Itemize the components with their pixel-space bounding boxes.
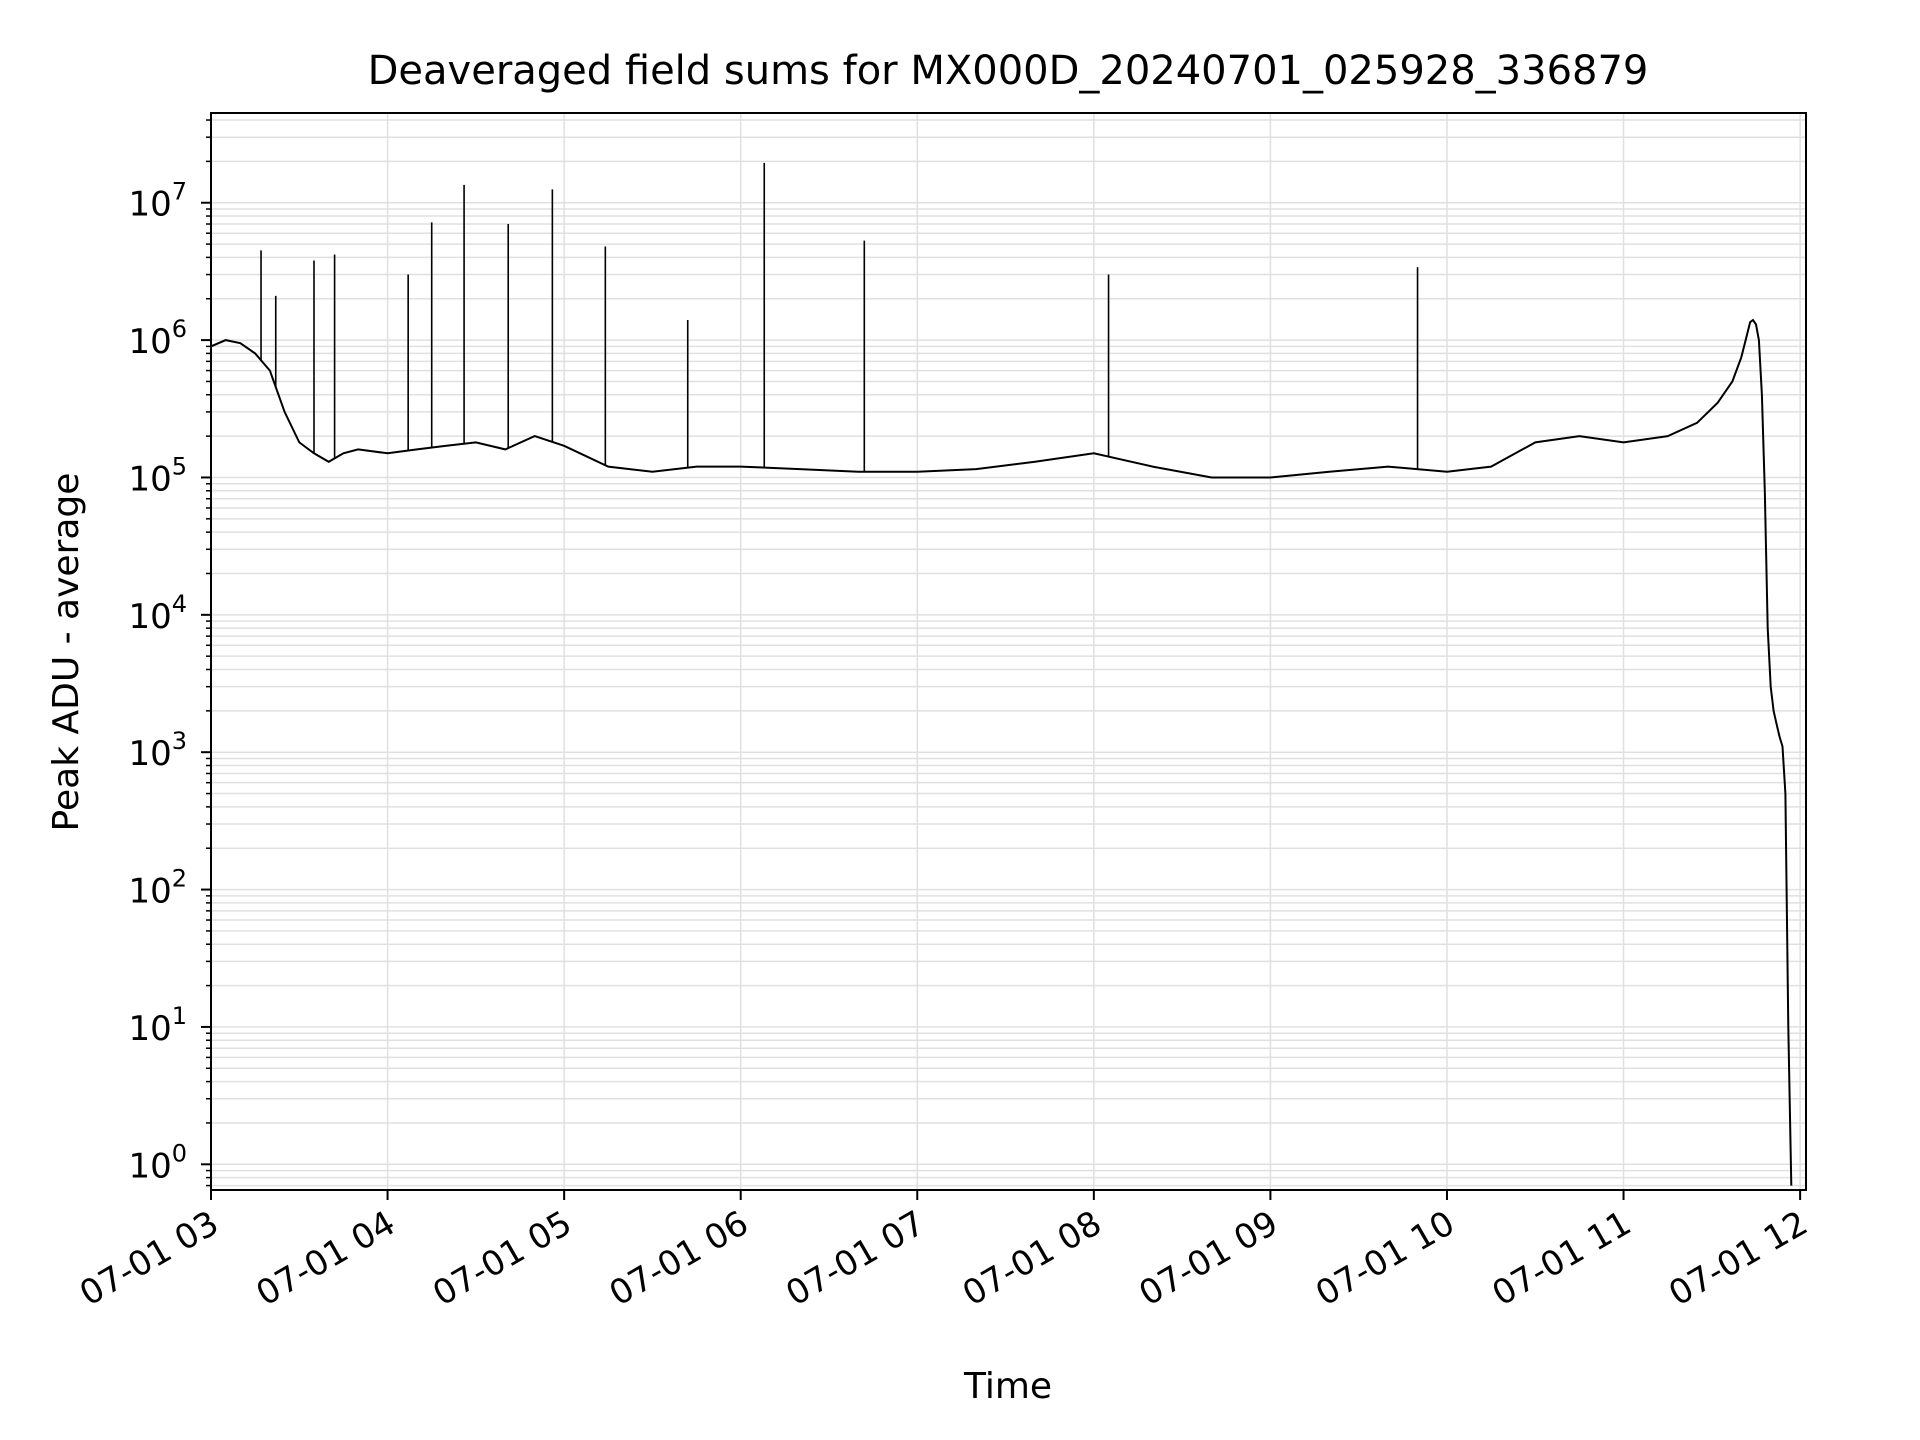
x-tick-label: 07-01 10 <box>1309 1203 1461 1314</box>
y-axis: 100 101 102 103 104 105 106 107 <box>128 119 211 1187</box>
x-tick-label: 07-01 09 <box>1133 1203 1285 1314</box>
x-tick-label: 07-01 12 <box>1662 1203 1814 1314</box>
x-tick-label: 07-01 03 <box>73 1203 225 1314</box>
x-tick-label: 07-01 08 <box>956 1203 1108 1314</box>
y-tick-label: 103 <box>128 727 187 774</box>
grid-lines <box>210 113 1806 1190</box>
x-axis-label: Time <box>963 1366 1052 1407</box>
y-tick-label: 105 <box>128 452 187 499</box>
x-tick-label: 07-01 11 <box>1486 1203 1638 1314</box>
plot-frame <box>210 112 1807 1191</box>
x-axis: 07-01 03 07-01 04 07-01 05 07-01 06 07-01 07… <box>73 1190 1815 1314</box>
y-tick-label: 107 <box>128 178 187 225</box>
y-tick-label: 102 <box>128 865 187 912</box>
series-clip-group <box>211 162 1793 1186</box>
x-tick-label: 07-01 06 <box>603 1203 755 1314</box>
y-tick-label: 101 <box>128 1002 187 1049</box>
series-line <box>211 318 1793 1186</box>
y-tick-label: 106 <box>128 315 187 362</box>
y-axis-label: Peak ADU - average <box>46 473 87 832</box>
x-tick-label: 07-01 07 <box>779 1203 931 1314</box>
y-tick-label: 100 <box>128 1139 187 1186</box>
y-tick-label: 104 <box>128 590 187 637</box>
series-layer <box>211 162 1793 1186</box>
chart-title: Deaveraged field sums for MX000D_2024070… <box>368 48 1649 94</box>
x-tick-label: 07-01 04 <box>250 1203 402 1314</box>
x-tick-label: 07-01 05 <box>426 1203 578 1314</box>
